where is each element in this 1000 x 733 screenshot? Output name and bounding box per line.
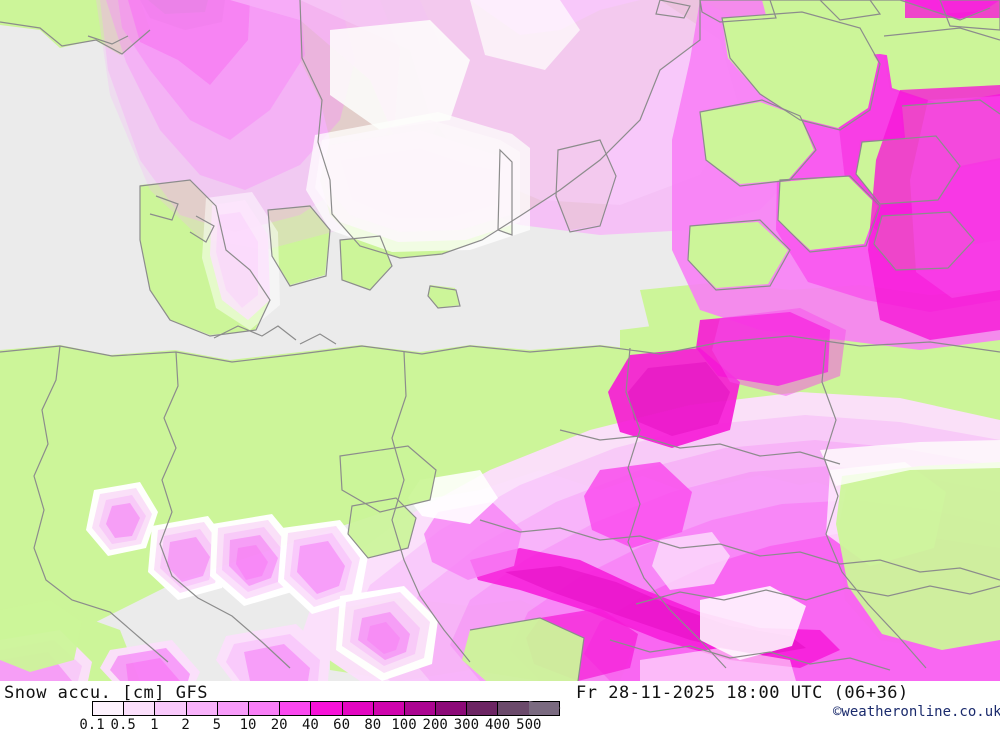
borders-layer (0, 0, 1000, 681)
color-swatch-0.1 (92, 701, 124, 716)
tick-label-80: 80 (364, 717, 382, 733)
tick-label-400: 400 (484, 717, 511, 733)
copyright-label: ©weatheronline.co.uk (833, 704, 1000, 720)
tick-label-100: 100 (391, 717, 417, 733)
color-swatch-400 (497, 701, 529, 716)
color-swatch-20 (279, 701, 311, 716)
tick-label-10: 10 (239, 717, 257, 733)
tick-label-0.1: 0.1 (79, 717, 105, 733)
tick-label-1: 1 (150, 717, 159, 733)
color-swatch-200 (435, 701, 467, 716)
map-footer: Snow accu. [cm] GFS Fr 28-11-2025 18:00 … (0, 681, 1000, 733)
tick-label-300: 300 (453, 717, 480, 733)
germany-snow-pockets (0, 482, 438, 681)
color-swatch-2 (185, 701, 217, 716)
valid-time-label: Fr 28-11-2025 18:00 UTC (06+36) (576, 683, 909, 703)
tick-label-20: 20 (270, 717, 288, 733)
tick-label-2: 2 (181, 717, 190, 733)
tick-label-0.5: 0.5 (110, 717, 136, 733)
color-swatch-10 (247, 701, 280, 716)
color-scale-tick-labels: 0.1 0.5 1 2 5 10 20 40 60 80 100 200 300 400 500 (0, 717, 600, 733)
color-swatch-0.5 (123, 701, 155, 716)
weather-map[interactable] (0, 0, 1000, 681)
tick-label-40: 40 (301, 717, 319, 733)
color-swatch-100 (403, 701, 436, 716)
tick-label-200: 200 (422, 717, 448, 733)
color-swatch-1 (154, 701, 186, 716)
color-scale-bar (92, 701, 560, 716)
color-swatch-5 (216, 701, 248, 716)
tick-label-5: 5 (212, 717, 222, 733)
color-swatch-300 (466, 701, 498, 716)
color-swatch-60 (341, 701, 373, 716)
legend-title: Snow accu. [cm] GFS (4, 683, 208, 703)
tick-label-500: 500 (516, 717, 542, 733)
tick-label-60: 60 (333, 717, 351, 733)
color-scale-overflow-arrow (529, 701, 561, 715)
map-canvas (0, 0, 1000, 681)
color-swatch-40 (310, 701, 342, 716)
color-swatch-80 (372, 701, 404, 716)
